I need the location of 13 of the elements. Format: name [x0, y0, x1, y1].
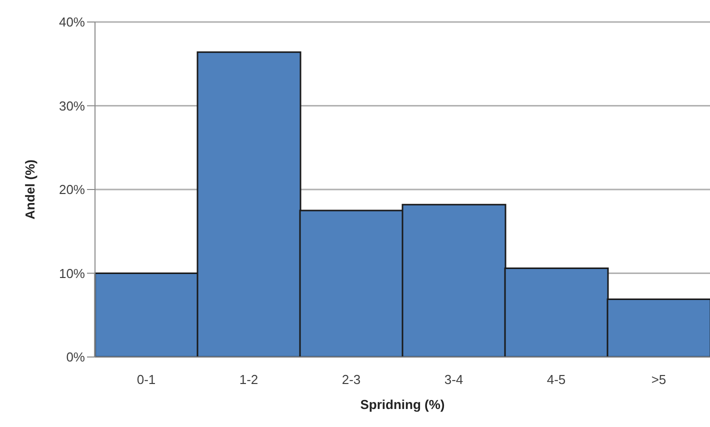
x-axis-title: Spridning (%) — [360, 397, 445, 412]
x-tick-label: >5 — [651, 372, 666, 388]
x-tick-label: 1-2 — [239, 372, 258, 388]
y-tick-label: 10% — [58, 266, 86, 281]
y-tick-label: 0% — [66, 350, 86, 365]
y-axis-title: Andel (%) — [22, 160, 38, 220]
x-tick-label: 4-5 — [546, 372, 566, 388]
x-tick-label: 3-4 — [444, 372, 464, 388]
x-tick-label: 2-3 — [342, 372, 361, 388]
y-tick-label: 40% — [58, 14, 86, 30]
y-tick-label: 20% — [58, 182, 86, 198]
x-tick-label: 0-1 — [136, 372, 156, 388]
y-tick-label: 30% — [58, 98, 86, 114]
